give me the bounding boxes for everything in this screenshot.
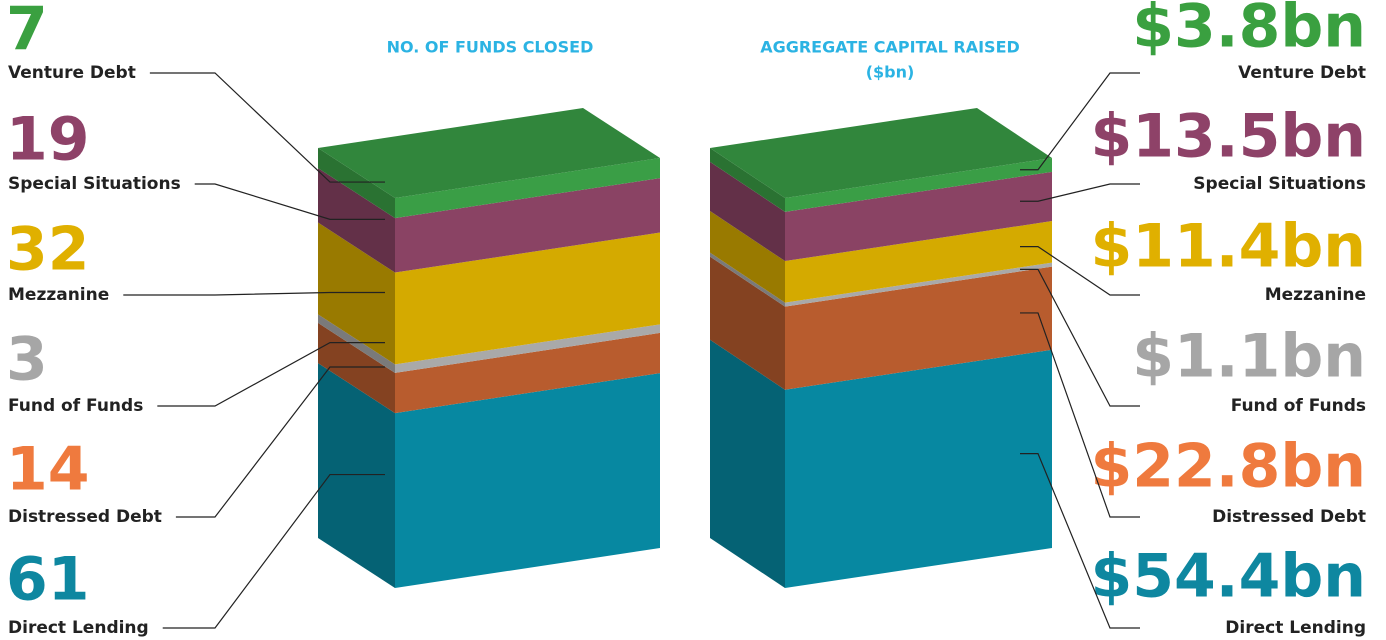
leader-line [1020, 453, 1140, 629]
block-side [318, 222, 395, 365]
category-label: Direct Lending [8, 618, 149, 638]
block-side [710, 252, 785, 307]
block-segment [395, 324, 660, 373]
value-label: $1.1bn [1132, 322, 1366, 392]
block-segment [395, 332, 660, 414]
value-label: 7 [6, 0, 48, 65]
block-segment [785, 158, 1052, 212]
leader-line [149, 72, 385, 183]
leader-line [162, 473, 385, 629]
chart-title: NO. OF FUNDS CLOSED [387, 38, 594, 57]
leader-line [1020, 268, 1140, 407]
block-side [710, 256, 785, 390]
block-segment [395, 232, 660, 365]
leader-line [175, 366, 385, 518]
block-side [318, 148, 395, 219]
category-label: Special Situations [8, 174, 181, 194]
value-label: 32 [6, 215, 90, 285]
category-label: Fund of Funds [1231, 396, 1366, 416]
chart-title: AGGREGATE CAPITAL RAISED [760, 38, 1020, 57]
block-side [318, 322, 395, 414]
leader-line [1020, 312, 1140, 518]
value-label: $22.8bn [1091, 432, 1366, 502]
block-segment [785, 262, 1052, 307]
category-label: Distressed Debt [1212, 507, 1366, 527]
block-segment [785, 349, 1052, 588]
category-label: Fund of Funds [8, 396, 143, 416]
leader-line [194, 183, 385, 220]
leader-line [157, 342, 385, 407]
category-label: Mezzanine [1265, 285, 1366, 305]
category-label: Venture Debt [1238, 63, 1366, 83]
block-top [318, 108, 660, 198]
value-label: $11.4bn [1091, 212, 1366, 282]
category-label: Direct Lending [1225, 618, 1366, 638]
value-label: $13.5bn [1091, 102, 1366, 172]
value-label: 3 [6, 325, 48, 395]
block-side [710, 161, 785, 262]
block-segment [395, 373, 660, 588]
block-segment [785, 171, 1052, 262]
category-label: Special Situations [1193, 174, 1366, 194]
block-side [710, 148, 785, 212]
category-label: Mezzanine [8, 285, 109, 305]
value-label: $3.8bn [1132, 0, 1366, 62]
chart-subtitle: ($bn) [866, 63, 915, 82]
block-side [710, 339, 785, 588]
block-side [318, 168, 395, 273]
block-segment [395, 178, 660, 273]
value-label: 19 [6, 105, 90, 175]
leader-line [1020, 246, 1140, 296]
category-label: Distressed Debt [8, 507, 162, 527]
block-side [710, 211, 785, 303]
value-label: 61 [6, 545, 90, 615]
block-segment [785, 221, 1052, 303]
category-label: Venture Debt [8, 63, 136, 83]
value-label: 14 [6, 435, 90, 505]
leader-line [1020, 72, 1140, 171]
block-side [318, 314, 395, 373]
block-segment [785, 266, 1052, 390]
block-segment [395, 158, 660, 219]
block-side [318, 363, 395, 588]
value-label: $54.4bn [1091, 542, 1366, 612]
leader-line [123, 291, 385, 296]
block-top [710, 108, 1052, 198]
leader-line [1020, 183, 1140, 202]
